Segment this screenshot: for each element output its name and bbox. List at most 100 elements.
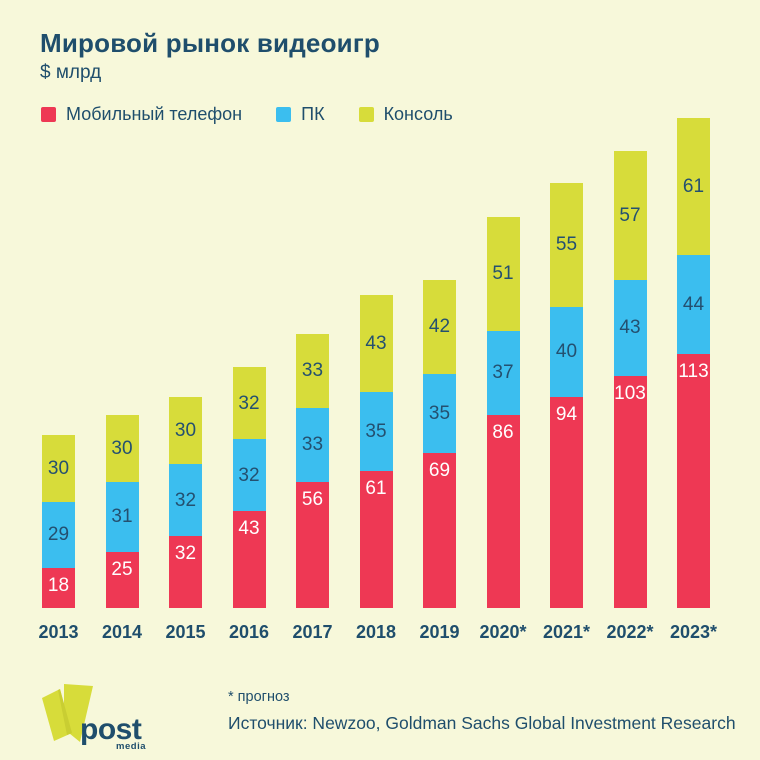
bar-2013: 30 29 18 [42, 434, 75, 608]
legend-swatch-0 [41, 107, 56, 122]
logo-sub-label: media [116, 741, 146, 752]
segment-2014-series-0: 25 [105, 551, 139, 608]
axis-label-2017: 2017 [292, 622, 333, 642]
segment-2017-series-2: 33 [296, 333, 329, 408]
segment-value-label: 29 [47, 524, 70, 546]
segment-value-label: 18 [47, 574, 70, 596]
segment-value-label: 30 [111, 437, 133, 459]
segment-value-label: 61 [682, 175, 705, 197]
segment-value-label: 103 [614, 383, 646, 405]
chart-unit-subtitle: $ млрд [40, 62, 102, 83]
segment-value-label: 35 [365, 420, 387, 442]
segment-2020-series-1: 37 [486, 331, 520, 415]
axis-label-2015: 2015 [165, 622, 206, 642]
segment-2017-series-1: 33 [296, 407, 329, 482]
segment-2021-series-0: 94 [550, 396, 583, 608]
legend-item-0: Мобильный телефон [41, 104, 242, 125]
legend-item-2: Консоль [358, 104, 453, 125]
segment-value-label: 94 [555, 403, 578, 425]
segment-2013-series-0: 18 [42, 567, 75, 608]
segment-2015-series-2: 30 [169, 396, 202, 464]
segment-2018-series-1: 35 [359, 392, 393, 471]
legend-item-1: ПК [276, 104, 325, 125]
segment-value-label: 44 [682, 293, 705, 315]
segment-2016-series-2: 32 [232, 367, 266, 440]
bar-2023: 61 44 113 [677, 117, 710, 608]
segment-2015-series-1: 32 [169, 464, 202, 536]
segment-2020-series-0: 86 [486, 414, 520, 608]
bar-2017: 33 33 56 [296, 333, 329, 608]
segment-value-label: 51 [492, 263, 514, 285]
legend-swatch-2 [358, 107, 374, 122]
bar-2018: 43 35 61 [359, 295, 393, 608]
segment-value-label: 86 [492, 421, 514, 443]
segment-2022-series-0: 103 [613, 376, 647, 608]
segment-value-label: 33 [301, 434, 324, 456]
source-attribution: Источник: Newzoo, Goldman Sachs Global I… [228, 713, 736, 733]
segment-value-label: 32 [174, 489, 197, 511]
segment-value-label: 42 [428, 316, 451, 338]
segment-2018-series-0: 61 [359, 470, 393, 608]
axis-label-2021: 2021* [542, 622, 591, 642]
segment-2019-series-2: 42 [423, 279, 456, 374]
segment-value-label: 37 [492, 362, 514, 384]
segment-value-label: 56 [301, 489, 324, 510]
segment-2017-series-0: 56 [296, 482, 329, 608]
segment-2020-series-2: 51 [486, 216, 520, 332]
segment-value-label: 32 [174, 543, 197, 564]
bar-2019: 42 35 69 [423, 279, 456, 608]
legend-swatch-1 [276, 107, 292, 122]
segment-2013-series-2: 30 [42, 434, 75, 503]
axis-label-2018: 2018 [355, 622, 397, 642]
axis-label-2020: 2020* [479, 622, 527, 642]
segment-2013-series-1: 29 [42, 502, 75, 568]
segment-value-label: 40 [555, 341, 578, 362]
segment-2014-series-2: 30 [105, 414, 139, 482]
bar-2021: 55 40 94 [550, 182, 583, 608]
segment-value-label: 57 [619, 204, 641, 226]
segment-value-label: 61 [365, 477, 387, 499]
segment-value-label: 31 [111, 506, 133, 528]
segment-2021-series-2: 55 [550, 182, 583, 307]
segment-2014-series-1: 31 [105, 482, 139, 552]
segment-2021-series-1: 40 [550, 306, 583, 397]
logo-v-right-stroke [64, 684, 93, 742]
axis-label-2016: 2016 [228, 622, 270, 642]
vpost-media-logo: post media [42, 684, 146, 752]
legend-label-2: Консоль [383, 104, 453, 124]
segment-2015-series-0: 32 [169, 536, 202, 608]
segment-value-label: 25 [111, 558, 133, 580]
segment-2019-series-1: 35 [423, 374, 456, 453]
bar-2014: 30 31 25 [105, 414, 139, 608]
axis-label-2019: 2019 [419, 622, 460, 642]
segment-2023-series-0: 113 [677, 353, 710, 608]
axis-label-2014: 2014 [101, 622, 143, 642]
axis-label-2023: 2023* [669, 622, 718, 642]
segment-value-label: 113 [678, 360, 709, 382]
segment-2016-series-1: 32 [232, 439, 266, 512]
bar-2020: 51 37 86 [486, 216, 520, 608]
bar-2022: 57 43 103 [613, 151, 647, 608]
segment-value-label: 69 [428, 459, 451, 481]
segment-value-label: 32 [238, 392, 260, 414]
chart-legend: Мобильный телефон ПК Консоль [41, 104, 453, 125]
segment-2023-series-2: 61 [677, 117, 710, 255]
segment-2022-series-1: 43 [613, 279, 647, 377]
segment-2016-series-0: 43 [232, 511, 266, 608]
segment-value-label: 30 [47, 458, 70, 479]
segment-2022-series-2: 57 [613, 151, 647, 280]
segment-value-label: 55 [555, 234, 578, 256]
segment-value-label: 43 [365, 333, 387, 355]
segment-2018-series-2: 43 [359, 295, 393, 392]
logo-v-overlap-shade [58, 689, 72, 735]
segment-value-label: 32 [238, 464, 260, 486]
segment-value-label: 35 [428, 402, 451, 424]
chart-title: Мировой рынок видеоигр [40, 28, 380, 58]
segment-value-label: 43 [238, 518, 260, 540]
bar-2015: 30 32 32 [169, 396, 202, 608]
segment-2023-series-1: 44 [677, 254, 710, 354]
legend-label-0: Мобильный телефон [66, 104, 243, 124]
segment-value-label: 33 [301, 360, 324, 382]
